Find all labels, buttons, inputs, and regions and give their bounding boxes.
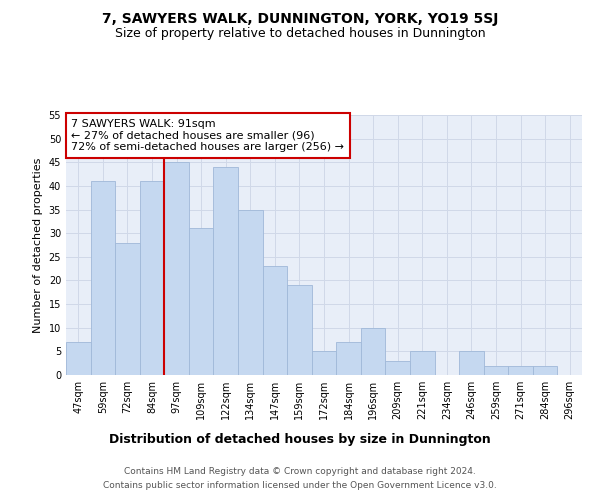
Bar <box>287 285 312 375</box>
Text: Distribution of detached houses by size in Dunnington: Distribution of detached houses by size … <box>109 432 491 446</box>
Bar <box>189 228 214 375</box>
Bar <box>140 181 164 375</box>
Bar <box>410 352 434 375</box>
Bar <box>385 361 410 375</box>
Y-axis label: Number of detached properties: Number of detached properties <box>33 158 43 332</box>
Bar <box>533 366 557 375</box>
Text: 7 SAWYERS WALK: 91sqm
← 27% of detached houses are smaller (96)
72% of semi-deta: 7 SAWYERS WALK: 91sqm ← 27% of detached … <box>71 119 344 152</box>
Bar <box>336 342 361 375</box>
Text: Size of property relative to detached houses in Dunnington: Size of property relative to detached ho… <box>115 28 485 40</box>
Bar <box>263 266 287 375</box>
Bar <box>312 352 336 375</box>
Text: Contains HM Land Registry data © Crown copyright and database right 2024.
Contai: Contains HM Land Registry data © Crown c… <box>103 468 497 489</box>
Bar <box>238 210 263 375</box>
Text: 7, SAWYERS WALK, DUNNINGTON, YORK, YO19 5SJ: 7, SAWYERS WALK, DUNNINGTON, YORK, YO19 … <box>102 12 498 26</box>
Bar <box>508 366 533 375</box>
Bar <box>91 181 115 375</box>
Bar <box>214 167 238 375</box>
Bar <box>66 342 91 375</box>
Bar <box>115 242 140 375</box>
Bar <box>361 328 385 375</box>
Bar <box>459 352 484 375</box>
Bar <box>164 162 189 375</box>
Bar <box>484 366 508 375</box>
